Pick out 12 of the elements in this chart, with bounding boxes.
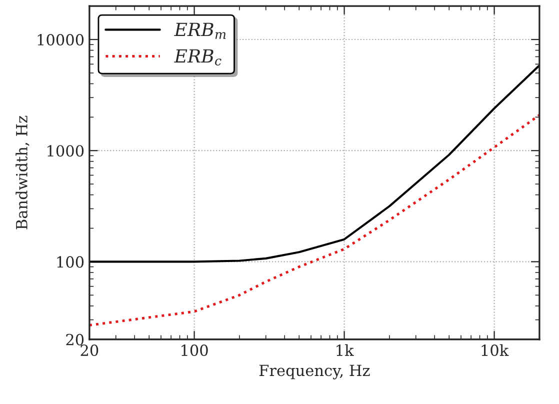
legend-label: ERB$_{c}$ (174, 49, 222, 66)
y-axis-title: Bandwidth, Hz (16, 116, 30, 230)
x-tick-label: 1k (336, 344, 354, 356)
legend-label: ERB$_{m}$ (174, 22, 226, 39)
x-tick-label: 20 (80, 344, 98, 356)
x-tick-label: 100 (182, 344, 208, 356)
y-tick-label: 20 (66, 334, 84, 346)
x-tick-label: 10k (482, 344, 509, 356)
y-tick-label: 1000 (48, 145, 84, 157)
x-axis-title: Frequency, Hz (259, 364, 370, 380)
y-tick-label: 10000 (38, 34, 84, 46)
y-tick-label: 100 (57, 256, 84, 268)
